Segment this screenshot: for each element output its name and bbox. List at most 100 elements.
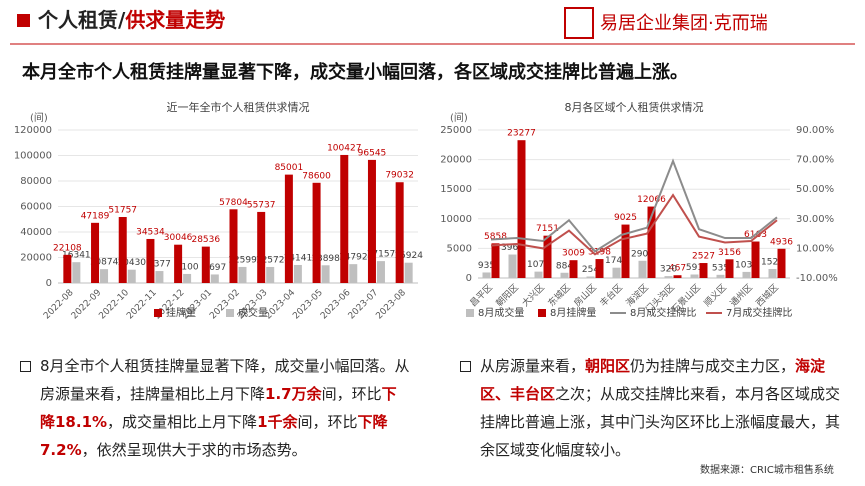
x-tick-label: 朝阳区 xyxy=(494,282,521,309)
x-tick-label: 昌平区 xyxy=(468,282,495,309)
data-label: 1525 xyxy=(761,257,784,267)
bar xyxy=(690,274,699,278)
legend-swatch xyxy=(226,309,234,317)
x-tick-label: 通州区 xyxy=(728,282,755,309)
x-tick-label: 2023-08 xyxy=(374,288,408,322)
logo-icon xyxy=(564,7,594,39)
line xyxy=(490,193,778,256)
bar xyxy=(673,275,682,278)
data-label: 3964 xyxy=(501,243,524,253)
data-label: 47189 xyxy=(81,211,110,221)
bullet-text: 间，环比 xyxy=(297,413,358,431)
bullet-text: 海淀区、丰台区 xyxy=(480,357,826,403)
y2-tick-label: 10.00% xyxy=(796,243,834,254)
bullet-text: 8月全市个人租赁挂牌量显著下降，成交量小幅回落。从房源量来看，挂牌量相比上月下降 xyxy=(40,357,410,403)
y2-tick-label: 50.00% xyxy=(796,184,834,195)
bar xyxy=(560,272,569,278)
bullet: 从房源量来看，朝阳区仍为挂牌与成交主力区，海淀区、丰台区之次；从成交挂牌比来看，… xyxy=(460,352,850,464)
data-label: 3009 xyxy=(562,249,585,259)
data-label: 7151 xyxy=(536,224,559,234)
x-tick-label: 大兴区 xyxy=(519,281,547,309)
bar xyxy=(293,264,302,283)
bar xyxy=(725,259,734,278)
bar xyxy=(340,154,349,283)
data-label: 2527 xyxy=(692,252,715,262)
y2-tick-label: 30.00% xyxy=(796,214,834,225)
bar xyxy=(229,209,238,283)
y-tick-label: 20000 xyxy=(440,155,472,166)
bullet-text: 仍为挂牌与成交主力区， xyxy=(630,357,796,375)
data-label: 14792 xyxy=(339,253,368,263)
y-tick-label: 0 xyxy=(466,273,472,284)
bar xyxy=(586,276,595,278)
data-label: 10874 xyxy=(90,258,119,268)
data-label: 55737 xyxy=(247,200,276,210)
data-label: 320 xyxy=(660,265,677,275)
bullet-text: 下降7.2% xyxy=(40,413,388,459)
bar xyxy=(155,271,164,283)
bar xyxy=(63,254,72,283)
data-label: 17157 xyxy=(367,250,396,260)
bar xyxy=(777,248,786,278)
y2-tick-label: 90.00% xyxy=(796,125,834,136)
y-tick-label: 100000 xyxy=(14,151,52,162)
data-label: 51757 xyxy=(108,206,137,216)
data-label: 13898 xyxy=(311,254,340,264)
line xyxy=(490,158,778,253)
data-label: 1741 xyxy=(605,256,628,266)
legend-label: 成交量 xyxy=(238,306,268,319)
bullet-text: 1.7万余 xyxy=(265,385,322,403)
data-label: 57804 xyxy=(219,198,248,208)
y-tick-label: 20000 xyxy=(20,253,52,264)
data-label: 10430 xyxy=(117,258,146,268)
bullet: 8月全市个人租赁挂牌量显著下降，成交量小幅回落。从房源量来看，挂牌量相比上月下降… xyxy=(20,352,410,464)
y-tick-label: 25000 xyxy=(440,125,472,136)
bar xyxy=(127,269,136,283)
bar xyxy=(612,267,621,278)
bar xyxy=(404,262,413,283)
header-title: 个人租赁/供求量走势 xyxy=(37,8,225,32)
data-label: 9025 xyxy=(614,213,637,223)
data-label: 935 xyxy=(478,261,495,271)
data-label: 535 xyxy=(712,263,729,273)
bar xyxy=(118,217,127,283)
bar xyxy=(664,276,673,278)
legend-label: 8月成交挂牌比 xyxy=(630,306,696,319)
legend-label: 7月成交挂牌比 xyxy=(726,306,792,319)
data-label: 30046 xyxy=(164,233,193,243)
bar xyxy=(534,271,543,278)
data-label: 12599 xyxy=(228,255,257,265)
bar xyxy=(238,266,247,283)
data-label: 591 xyxy=(686,263,703,273)
data-label: 12066 xyxy=(637,195,666,205)
y-tick-label: 5000 xyxy=(447,243,472,254)
x-tick-label: 东城区 xyxy=(545,281,573,309)
data-label: 9377 xyxy=(148,260,171,270)
bar xyxy=(146,238,155,283)
legend-label: 挂牌量 xyxy=(166,306,196,319)
x-tick-label: 顺义区 xyxy=(702,282,729,309)
bar xyxy=(376,261,385,283)
data-label: 78600 xyxy=(302,171,331,181)
y-tick-label: 80000 xyxy=(20,176,52,187)
bar xyxy=(201,246,210,283)
bar xyxy=(321,265,330,283)
bar xyxy=(543,235,552,278)
legend-label: 8月挂牌量 xyxy=(550,306,596,319)
bar xyxy=(91,222,100,283)
bullet-text: ，成交量相比上月下降 xyxy=(107,413,258,431)
legend-swatch xyxy=(538,309,546,317)
bar xyxy=(100,269,109,283)
bar xyxy=(768,268,777,278)
y-tick-label: 10000 xyxy=(440,214,472,225)
bar xyxy=(72,262,81,283)
data-label: 16341 xyxy=(62,251,91,261)
bar xyxy=(638,260,647,278)
bar xyxy=(716,274,725,278)
data-label: 79032 xyxy=(385,171,414,181)
bar xyxy=(751,241,760,278)
bullet-text: 朝阳区 xyxy=(585,357,631,375)
y-tick-label: 60000 xyxy=(20,202,52,213)
